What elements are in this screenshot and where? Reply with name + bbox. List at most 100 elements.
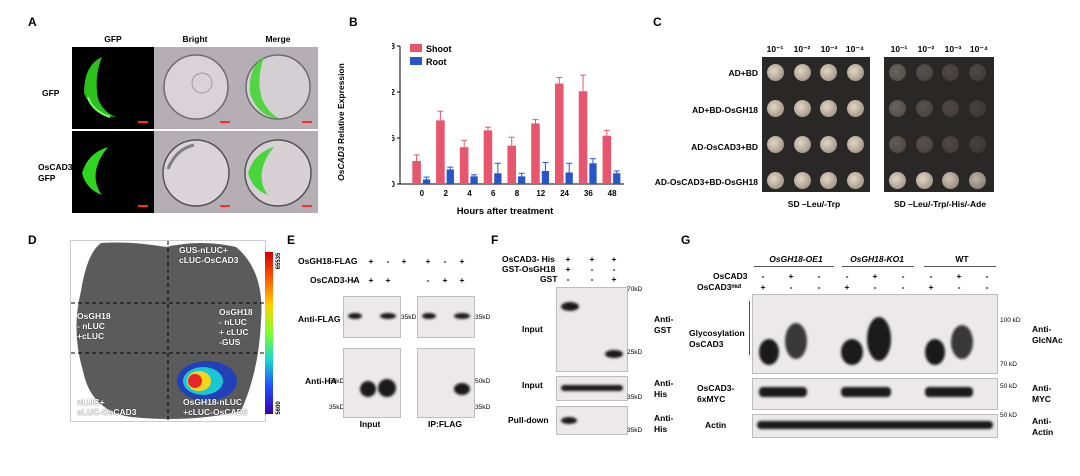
yeast-colony (767, 136, 784, 153)
dil-left-2: 10⁻² (793, 44, 811, 54)
e-r2-s5: + (442, 275, 448, 285)
g-sign: - (817, 271, 821, 281)
yeast-colony (968, 100, 986, 117)
f-r2-s3: - (612, 264, 616, 274)
g-sign: + (928, 282, 934, 292)
dil-right-3: 10⁻³ (944, 44, 962, 54)
yeast-plate-sd-qdo (884, 57, 994, 192)
d-bottom-left-label: nLUC+ cLUC-OsCAD3 (77, 397, 137, 417)
g-glyco-label: Glycosylation OsCAD3 (689, 328, 745, 349)
yeast-row-3-label: AD-OsCAD3+BD (691, 142, 758, 152)
panel-c-label: C (653, 15, 662, 29)
e-blot-flag-ip (417, 296, 475, 338)
e-mw-35d: 35kD (475, 404, 491, 411)
e-r1-s4: + (425, 256, 431, 266)
colorbar-max: 65535 (276, 252, 282, 270)
bar-root (589, 163, 597, 184)
dil-left-1: 10⁻¹ (766, 44, 784, 54)
f-mw-35b: 35kD (627, 427, 643, 434)
x-tick-label: 48 (608, 189, 617, 198)
bar-root (565, 172, 573, 184)
d-mid-right-label: OsGH18 - nLUC + cLUC -GUS (219, 307, 253, 347)
g-blot-actin (752, 414, 998, 438)
g-blot-myc (752, 378, 998, 410)
g-sign: + (956, 271, 962, 281)
dil-right-2: 10⁻² (917, 44, 935, 54)
e-anti-flag-label: Anti-FLAG (298, 314, 341, 324)
panel-a-label: A (28, 15, 37, 29)
e-ip-label: IP:FLAG (428, 419, 462, 429)
bar-root (613, 173, 621, 184)
yeast-colony (846, 64, 864, 81)
g-anti-actin: Anti- Actin (1032, 416, 1054, 437)
f-input-label-2: Input (522, 380, 543, 390)
f-blot-pulldown (556, 406, 628, 435)
dil-left-4: 10⁻⁴ (845, 44, 865, 54)
e-blot-ha-ip (417, 348, 475, 418)
yeast-colony (889, 172, 906, 189)
e-blot-flag-input (343, 296, 401, 338)
gfp-image-1 (72, 47, 154, 129)
e-r1-s2: - (386, 256, 390, 266)
g-myc-label: OsCAD3- 6xMYC (697, 383, 735, 404)
x-axis-label: Hours after treatment (456, 206, 554, 217)
g-mw-70: 70 kD (1000, 361, 1017, 368)
legend-swatch-shoot (410, 44, 422, 52)
x-tick-label: 12 (536, 189, 545, 198)
panel-f-label: F (491, 233, 499, 247)
col-gfp-header: GFP (104, 34, 122, 44)
g-mw-50a: 50 kD (1000, 383, 1017, 390)
bar-shoot (602, 135, 612, 184)
g-group-oe1: OsGH18-OE1 (769, 254, 823, 264)
yeast-colony (820, 172, 837, 189)
merge-image-2 (236, 131, 318, 213)
g-mw-50b: 50 kD (1000, 412, 1017, 419)
f-r3-s2: - (590, 274, 594, 284)
bar-shoot (436, 120, 445, 184)
f-pulldown-label: Pull-down (508, 415, 549, 425)
y-tick-label: 0.000 (392, 180, 396, 189)
yeast-colony (793, 172, 811, 189)
yeast-colony (793, 136, 811, 153)
bar-root (446, 169, 454, 184)
e-r2-s1: - (352, 275, 356, 285)
yeast-colony (767, 64, 784, 81)
f-mw-35a: 35kD (627, 394, 643, 401)
e-row2-label: OsCAD3-HA (310, 275, 360, 285)
yeast-colony (889, 64, 906, 81)
e-mw-35b: 35kD (475, 314, 491, 321)
g-sign: + (872, 271, 878, 281)
f-mw-25: 25kD (627, 349, 643, 356)
bar-shoot (412, 161, 421, 184)
e-mw-50a: 50kD (329, 378, 345, 385)
g-anti-glcnac: Anti- GlcNAc (1032, 324, 1063, 345)
row-gfp-label: GFP (42, 88, 60, 98)
yeast-colony (846, 172, 864, 189)
bright-image-1 (154, 47, 236, 129)
col-bright-header: Bright (182, 34, 208, 44)
yeast-colony (820, 100, 837, 117)
g-sign: - (901, 282, 905, 292)
f-r3-s3: + (611, 274, 617, 284)
g-group-ko1: OsGH18-KO1 (850, 254, 904, 264)
panel-b-label: B (349, 15, 358, 29)
g-sign: - (817, 282, 821, 292)
yeast-colony (889, 136, 906, 153)
bar-shoot (578, 91, 588, 184)
bar-root (470, 176, 478, 184)
g-sign: + (844, 282, 850, 292)
f-anti-his-label-2: Anti- His (654, 413, 674, 434)
e-r1-s5: - (443, 256, 447, 266)
x-tick-label: 24 (560, 189, 569, 198)
g-sign: - (845, 271, 849, 281)
bar-root (541, 170, 550, 184)
d-bottom-right-label: OsGH18-nLUC +cLUC-OsCAD3 (183, 397, 248, 417)
yeast-colony (793, 100, 811, 117)
yeast-colony (968, 64, 986, 81)
g-row2-label: OsCAD3ᵐᵘᵗ (697, 282, 742, 292)
yeast-colony (889, 100, 906, 117)
dil-right-4: 10⁻⁴ (969, 44, 989, 54)
yeast-colony (846, 100, 864, 117)
dil-right-1: 10⁻¹ (890, 44, 908, 54)
yeast-colony (968, 136, 986, 153)
